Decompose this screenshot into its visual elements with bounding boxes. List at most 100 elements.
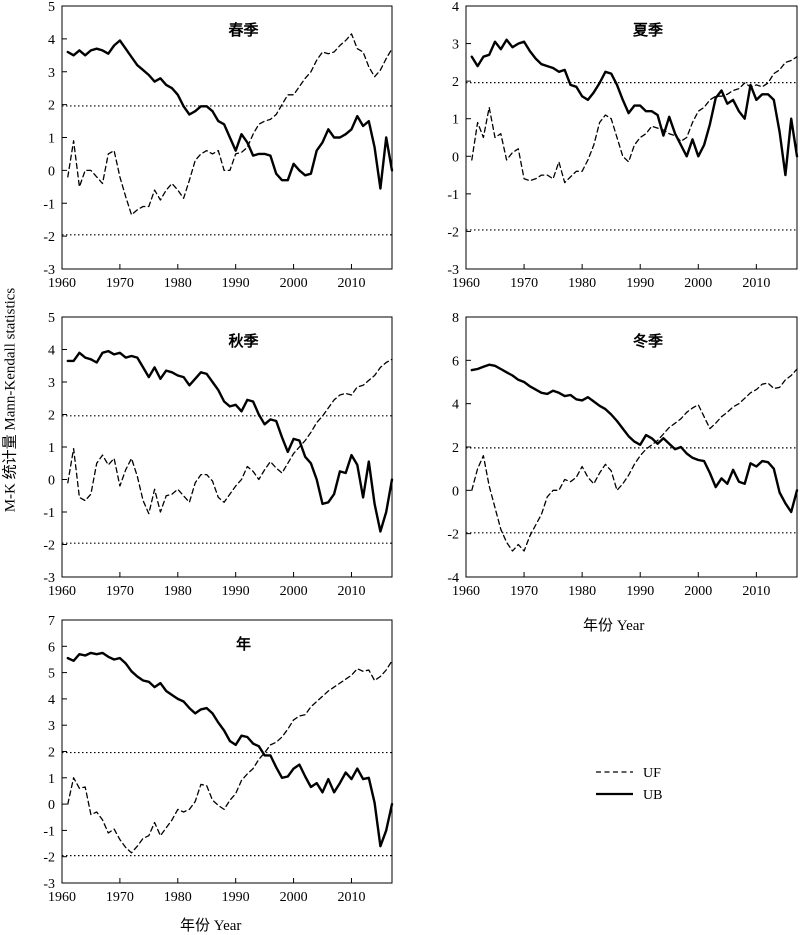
panel-title: 夏季 xyxy=(632,21,663,39)
x-tick-label: 1990 xyxy=(626,276,654,291)
y-tick-label: 8 xyxy=(452,311,459,326)
chart-panel-2: -3 -2 -1 0 1 2 3 4 1960 1970 1980 1990 2000 2010 夏季 xyxy=(447,0,799,291)
x-tick-label: 2010 xyxy=(337,584,365,599)
chart-panel-5: -3 -2 -1 0 1 2 3 4 5 6 7 1960 1970 1980 1990 2000 2010 年 xyxy=(43,614,394,905)
y-tick-label: 2 xyxy=(452,75,459,90)
series-line-ub xyxy=(470,38,799,177)
legend: UF UB xyxy=(596,766,662,803)
x-tick-label: 1970 xyxy=(510,276,538,291)
x-tick-label: 1960 xyxy=(48,584,76,599)
x-tick-label: 1960 xyxy=(452,276,480,291)
plot-frame xyxy=(61,5,393,270)
x-tick-label: 2010 xyxy=(337,890,365,905)
y-tick-label: -3 xyxy=(43,571,55,586)
x-tick-label: 1990 xyxy=(222,276,250,291)
y-tick-label: -4 xyxy=(447,571,459,586)
x-tick-label: 1980 xyxy=(568,276,596,291)
y-tick-label: 0 xyxy=(452,484,459,499)
x-tick-label: 1960 xyxy=(48,276,76,291)
x-tick-label: 2000 xyxy=(280,584,308,599)
x-axis-title-winter: 年份 Year xyxy=(583,618,645,634)
x-tick-label: 1980 xyxy=(164,584,192,599)
x-tick-label: 1970 xyxy=(106,584,134,599)
y-tick-label: 4 xyxy=(452,0,459,15)
y-tick-label: 4 xyxy=(48,693,55,708)
y-tick-label: 4 xyxy=(48,344,55,359)
x-tick-label: 2010 xyxy=(742,276,770,291)
chart-panel-4: -4 -2 0 2 4 6 8 1960 1970 1980 1990 2000 2010 冬季 xyxy=(447,311,799,599)
y-tick-label: 0 xyxy=(48,164,55,179)
panel-title: 年 xyxy=(236,635,251,653)
x-tick-label: 2000 xyxy=(280,890,308,905)
x-tick-label: 2000 xyxy=(684,276,712,291)
y-tick-label: 2 xyxy=(452,441,459,456)
legend-label-ub: UB xyxy=(643,788,662,803)
y-tick-label: 2 xyxy=(48,409,55,424)
y-tick-label: -3 xyxy=(447,263,459,278)
x-axis-title-annual: 年份 Year xyxy=(180,918,242,934)
y-tick-label: -2 xyxy=(43,230,55,245)
series-line-uf xyxy=(471,368,798,552)
series-line-ub xyxy=(66,651,394,848)
y-tick-label: -2 xyxy=(447,528,459,543)
series-line-ub xyxy=(66,39,394,190)
y-tick-label: 0 xyxy=(48,798,55,813)
x-tick-label: 1980 xyxy=(164,276,192,291)
panel-title: 冬季 xyxy=(633,332,663,350)
legend-label-uf: UF xyxy=(643,766,661,781)
y-tick-label: 4 xyxy=(48,33,55,48)
x-tick-label: 1990 xyxy=(626,584,654,599)
chart-panel-1: -3 -2 -1 0 1 2 3 4 5 1960 1970 1980 1990 2000 2010 春季 xyxy=(43,0,394,291)
x-tick-label: 2000 xyxy=(684,584,712,599)
x-tick-label: 2010 xyxy=(742,584,770,599)
y-tick-label: -1 xyxy=(447,188,459,203)
x-tick-label: 1960 xyxy=(48,890,76,905)
y-tick-label: -3 xyxy=(43,263,55,278)
x-tick-label: 1970 xyxy=(106,890,134,905)
plot-frame xyxy=(465,5,798,270)
x-tick-label: 1990 xyxy=(222,584,250,599)
y-tick-label: 5 xyxy=(48,667,55,682)
panel-title: 春季 xyxy=(228,21,258,39)
series-line-ub xyxy=(66,349,394,533)
y-tick-label: -3 xyxy=(43,877,55,892)
x-tick-label: 2010 xyxy=(337,276,365,291)
y-tick-label: 0 xyxy=(48,474,55,489)
x-tick-label: 1990 xyxy=(222,890,250,905)
y-tick-label: 6 xyxy=(48,640,55,655)
y-tick-label: 5 xyxy=(48,311,55,326)
x-tick-label: 2000 xyxy=(280,276,308,291)
x-tick-label: 1960 xyxy=(452,584,480,599)
y-tick-label: -2 xyxy=(43,539,55,554)
y-axis-title-text: M-K 统计量 Mann-Kendall statistics xyxy=(2,287,19,513)
y-tick-label: 3 xyxy=(452,38,459,53)
y-tick-label: 3 xyxy=(48,66,55,81)
plot-frame xyxy=(61,316,393,578)
series-line-ub xyxy=(470,363,799,514)
plot-frame xyxy=(465,316,798,578)
y-tick-label: -1 xyxy=(43,197,55,212)
y-tick-label: 3 xyxy=(48,719,55,734)
x-tick-label: 1970 xyxy=(510,584,538,599)
y-tick-label: 1 xyxy=(48,441,55,456)
y-tick-label: 4 xyxy=(452,398,459,413)
series-line-uf xyxy=(471,56,798,184)
y-tick-label: -2 xyxy=(43,851,55,866)
y-tick-label: -1 xyxy=(43,824,55,839)
x-tick-label: 1970 xyxy=(106,276,134,291)
y-tick-label: 2 xyxy=(48,746,55,761)
y-tick-label: 1 xyxy=(48,132,55,147)
y-tick-label: 1 xyxy=(452,113,459,128)
y-tick-label: 7 xyxy=(48,614,55,629)
y-tick-label: 3 xyxy=(48,376,55,391)
series-line-uf xyxy=(67,358,393,515)
y-tick-label: 1 xyxy=(48,772,55,787)
x-tick-label: 1980 xyxy=(164,890,192,905)
y-tick-label: 5 xyxy=(48,0,55,15)
panel-title: 秋季 xyxy=(228,332,258,350)
y-tick-label: 2 xyxy=(48,99,55,114)
x-tick-label: 1980 xyxy=(568,584,596,599)
y-tick-label: -2 xyxy=(447,225,459,240)
y-tick-label: 6 xyxy=(452,354,459,369)
